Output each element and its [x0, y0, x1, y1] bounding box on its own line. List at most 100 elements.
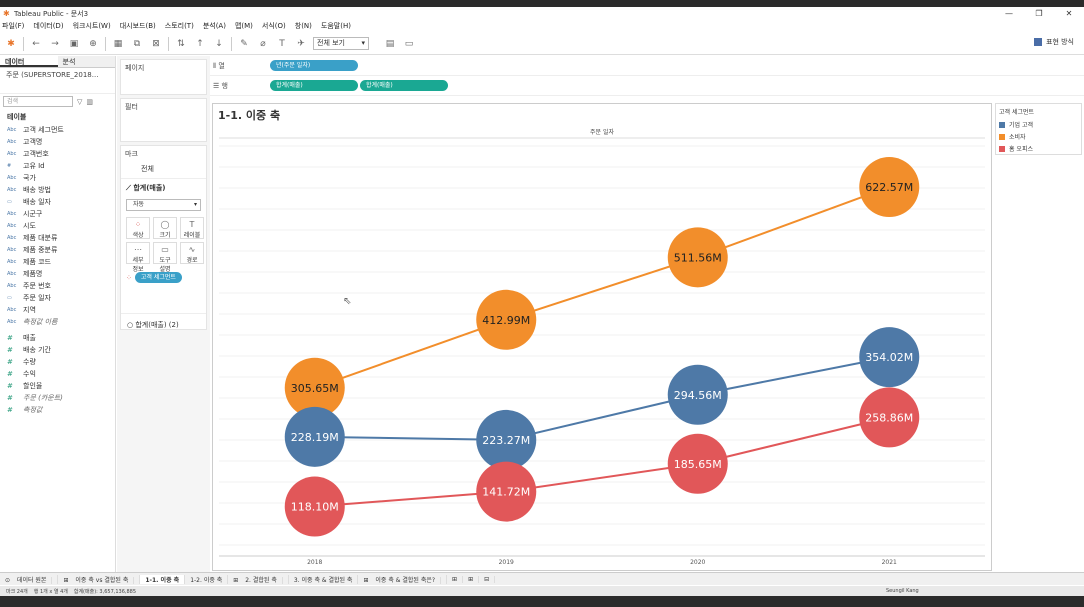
datasource-tab[interactable]: ⊙ 데이터 원본 [0, 574, 59, 584]
marks-all-tab[interactable]: 전체 [121, 162, 206, 179]
save-icon[interactable]: ▣ [69, 38, 79, 49]
measure-field[interactable]: # 할인율 [0, 380, 115, 392]
view-options-icon[interactable]: ▥ [86, 97, 94, 106]
tableau-home-icon[interactable]: ✱ [7, 38, 15, 49]
path-icon: ∿ [188, 245, 196, 254]
menu-window[interactable]: 창(N) [294, 22, 312, 30]
dimension-field[interactable]: Abc 고객 세그먼트 [0, 124, 115, 136]
tab-data[interactable]: 데이터 [0, 56, 58, 67]
dimension-field[interactable]: ▭ 주문 일자 [0, 292, 115, 304]
menu-analysis[interactable]: 분석(A) [202, 22, 226, 30]
measure-field[interactable]: # 수량 [0, 356, 115, 368]
sort-descending-icon[interactable]: ↓ [215, 38, 223, 49]
marks-measure-label: 합계(매출) [133, 184, 166, 192]
tab-analysis[interactable]: 분석 [57, 56, 115, 67]
fit-dropdown[interactable]: 전체 보기 [313, 37, 369, 50]
measure-field[interactable]: # 주문 (카운트) [0, 392, 115, 404]
search-input[interactable]: 검색 [3, 96, 73, 107]
filter-icon[interactable]: ▽ [77, 97, 83, 106]
color-legend[interactable]: 고객 세그먼트 기업 고객 소비자 홈 오피스 [995, 103, 1082, 155]
menu-worksheet[interactable]: 워크시트(W) [72, 22, 111, 30]
dimension-field[interactable]: Abc 배송 방법 [0, 184, 115, 196]
dimension-field[interactable]: Abc 국가 [0, 172, 115, 184]
legend-item[interactable]: 홈 오피스 [999, 144, 1078, 153]
dimension-field[interactable]: Abc 측정값 이름 [0, 316, 115, 328]
size-button[interactable]: ◯ 크기 [153, 217, 177, 239]
sheet-tab[interactable]: 1-2. 이중 축 [185, 574, 229, 584]
measure-field[interactable]: # 배송 기간 [0, 344, 115, 356]
rows-pill-2[interactable]: 합계(매출) [360, 80, 448, 91]
new-dashboard-tab-icon[interactable]: ⊞ [463, 575, 480, 583]
menu-map[interactable]: 맵(M) [234, 22, 253, 30]
legend-swatch [999, 145, 1005, 152]
dimension-field[interactable]: Abc 제품명 [0, 268, 115, 280]
status-user[interactable]: Seungil Kang [886, 588, 919, 594]
labels-icon[interactable]: T [279, 38, 285, 49]
sheet-tab[interactable]: ⊞ 이중 축 & 결합된 축은? [358, 574, 448, 584]
chart-svg[interactable]: 주문 일자 2018 2019 2020 2021 305.65M 412.99M 511.5… [213, 104, 991, 570]
dimension-field[interactable]: Abc 시군구 [0, 208, 115, 220]
menu-dashboard[interactable]: 대시보드(B) [119, 22, 156, 30]
duplicate-icon[interactable]: ⧉ [133, 38, 141, 49]
color-button[interactable]: ⁘ 색상 [126, 217, 150, 239]
highlight-icon[interactable]: ✎ [240, 38, 248, 49]
sheet-tab-active[interactable]: 1-1. 이중 축 [140, 574, 186, 584]
path-button[interactable]: ∿ 경로 [180, 242, 204, 264]
dimension-field[interactable]: Abc 주문 번호 [0, 280, 115, 292]
measure-field[interactable]: # 수익 [0, 368, 115, 380]
label-button[interactable]: T 레이블 [180, 217, 204, 239]
columns-pill[interactable]: 년(주문 일자) [270, 60, 358, 71]
x-tick-label: 2018 [307, 559, 322, 566]
dimension-field[interactable]: Abc 지역 [0, 304, 115, 316]
close-button[interactable]: ✕ [1065, 9, 1073, 18]
rows-pill-1[interactable]: 합계(매출) [270, 80, 358, 91]
presentation-icon[interactable]: ▭ [404, 38, 414, 49]
mark-type-dropdown[interactable]: 자동 [126, 199, 201, 211]
dimension-field[interactable]: ▭ 배송 일자 [0, 196, 115, 208]
sheet-tab[interactable]: 3. 이중 축 & 결합된 축 [289, 574, 359, 584]
show-me-button[interactable]: 표현 방식 [1034, 37, 1074, 47]
new-worksheet-tab-icon[interactable]: ⊞ [447, 575, 464, 583]
new-story-tab-icon[interactable]: ⊟ [479, 575, 496, 583]
detail-button[interactable]: ⋯ 세부 정보 [126, 242, 150, 273]
redo-icon[interactable]: → [51, 38, 59, 49]
undo-icon[interactable]: ← [32, 38, 40, 49]
tooltip-button[interactable]: ▭ 도구 설명 [153, 242, 177, 273]
swap-icon[interactable]: ⇅ [177, 38, 185, 49]
dimension-field[interactable]: Abc 고객명 [0, 136, 115, 148]
pin-icon[interactable]: ✈ [297, 38, 305, 49]
measure-field[interactable]: # 매출 [0, 332, 115, 344]
dimension-field[interactable]: Abc 제품 중분류 [0, 244, 115, 256]
menu-format[interactable]: 서식(O) [261, 22, 286, 30]
marks-measure-tab[interactable]: ⟋ 합계(매출) [121, 179, 206, 197]
new-datasource-icon[interactable]: ⊕ [89, 38, 97, 49]
menu-help[interactable]: 도움말(H) [320, 22, 351, 30]
clear-sheet-icon[interactable]: ⊠ [152, 38, 160, 49]
group-icon[interactable]: ⌀ [260, 38, 266, 49]
dimension-field[interactable]: Abc 고객번호 [0, 148, 115, 160]
sheet-tab[interactable]: ⊞ 2. 결합된 축 [228, 574, 289, 584]
menu-file[interactable]: 파일(F) [2, 22, 25, 30]
minimize-button[interactable]: — [1005, 9, 1013, 18]
menu-data[interactable]: 데이터(D) [33, 22, 64, 30]
filters-card[interactable]: 필터 [120, 98, 207, 142]
measure-field[interactable]: # 측정값 [0, 404, 115, 416]
menu-bar: 파일(F) 데이터(D) 워크시트(W) 대시보드(B) 스토리(T) 분석(A… [0, 20, 1084, 32]
legend-item[interactable]: 기업 고객 [999, 120, 1078, 129]
show-cards-icon[interactable]: ▤ [385, 38, 395, 49]
second-measure-tab[interactable]: ○ 합계(매출) (2) [121, 313, 206, 334]
pages-card[interactable]: 페이지 [120, 59, 207, 95]
dimension-field[interactable]: # 고유 Id [0, 160, 115, 172]
dimension-field[interactable]: Abc 제품 대분류 [0, 232, 115, 244]
menu-story[interactable]: 스토리(T) [164, 22, 194, 30]
dimension-field[interactable]: Abc 시도 [0, 220, 115, 232]
sheet-tab[interactable]: ⊞ 이중 축 vs 결합된 축 [58, 574, 141, 584]
sort-ascending-icon[interactable]: ↑ [196, 38, 204, 49]
color-field-pill[interactable]: 고객 세그먼트 [134, 272, 182, 283]
legend-item[interactable]: 소비자 [999, 132, 1078, 141]
status-marks: 마크 24개 [6, 588, 28, 595]
maximize-button[interactable]: ❐ [1035, 9, 1043, 18]
new-worksheet-icon[interactable]: ▦ [113, 38, 123, 49]
dimension-field[interactable]: Abc 제품 코드 [0, 256, 115, 268]
datasource-item[interactable]: 주문 (SUPERSTORE_2018... [6, 71, 99, 79]
